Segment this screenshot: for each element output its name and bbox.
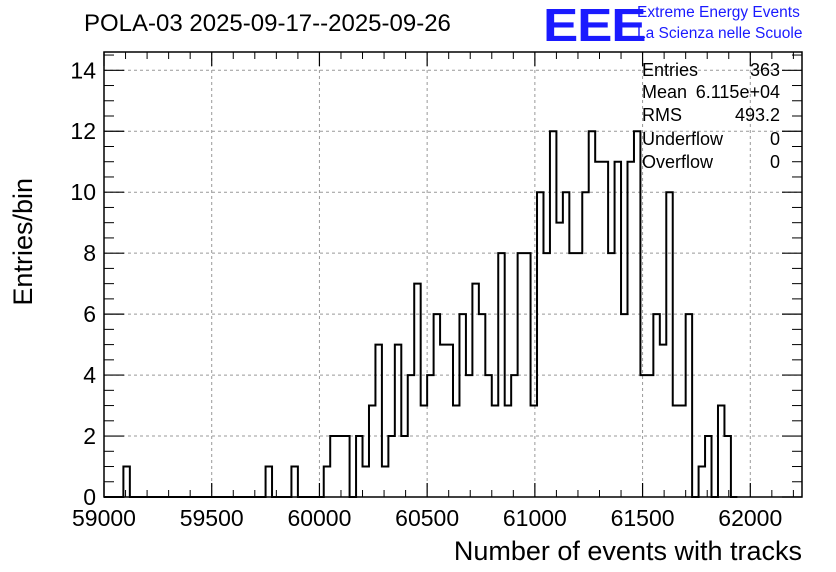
stats-value: 0 xyxy=(769,152,780,172)
axis-ticks xyxy=(103,52,802,498)
y-tick-label: 12 xyxy=(70,118,96,144)
plot-frame xyxy=(103,51,803,498)
tick-labels: 59000 59500 60000 60500 61000 61500 62000 0 2 4 6 8… xyxy=(70,57,782,531)
stats-key: Underflow xyxy=(642,129,724,149)
x-tick-label: 62000 xyxy=(718,505,782,531)
x-axis-label: Number of events with tracks xyxy=(453,536,802,566)
grid-lines xyxy=(103,52,802,498)
chart-title: POLA-03 2025-09-17--2025-09-26 xyxy=(84,10,451,37)
y-axis-label: Entries/bin xyxy=(8,178,38,306)
stats-key: Entries xyxy=(642,60,699,80)
stats-value: 363 xyxy=(749,60,780,80)
x-tick-label: 60500 xyxy=(395,505,459,531)
x-tick-label: 61500 xyxy=(611,505,675,531)
eee-logo: EEE xyxy=(543,0,647,51)
y-tick-label: 10 xyxy=(70,179,96,205)
x-tick-label: 59500 xyxy=(180,505,244,531)
y-tick-label: 4 xyxy=(83,362,96,388)
y-tick-label: 6 xyxy=(83,301,96,327)
x-tick-label: 59000 xyxy=(72,505,136,531)
x-tick-label: 60000 xyxy=(287,505,351,531)
stats-value: 6.115e+04 xyxy=(695,82,780,102)
y-tick-label: 14 xyxy=(70,57,96,83)
stats-value: 0 xyxy=(769,129,780,149)
logo-line-1: Extreme Energy Events xyxy=(637,4,800,21)
stats-key: Overflow xyxy=(642,152,714,172)
stats-key: RMS xyxy=(642,105,682,125)
x-tick-label: 61000 xyxy=(503,505,567,531)
y-tick-label: 8 xyxy=(83,240,96,266)
y-tick-label: 0 xyxy=(83,484,96,510)
logo-line-2: La Scienza nelle Scuole xyxy=(637,25,803,42)
stats-key: Mean xyxy=(642,82,688,102)
stats-value: 493.2 xyxy=(734,105,780,125)
y-tick-label: 2 xyxy=(83,423,96,449)
